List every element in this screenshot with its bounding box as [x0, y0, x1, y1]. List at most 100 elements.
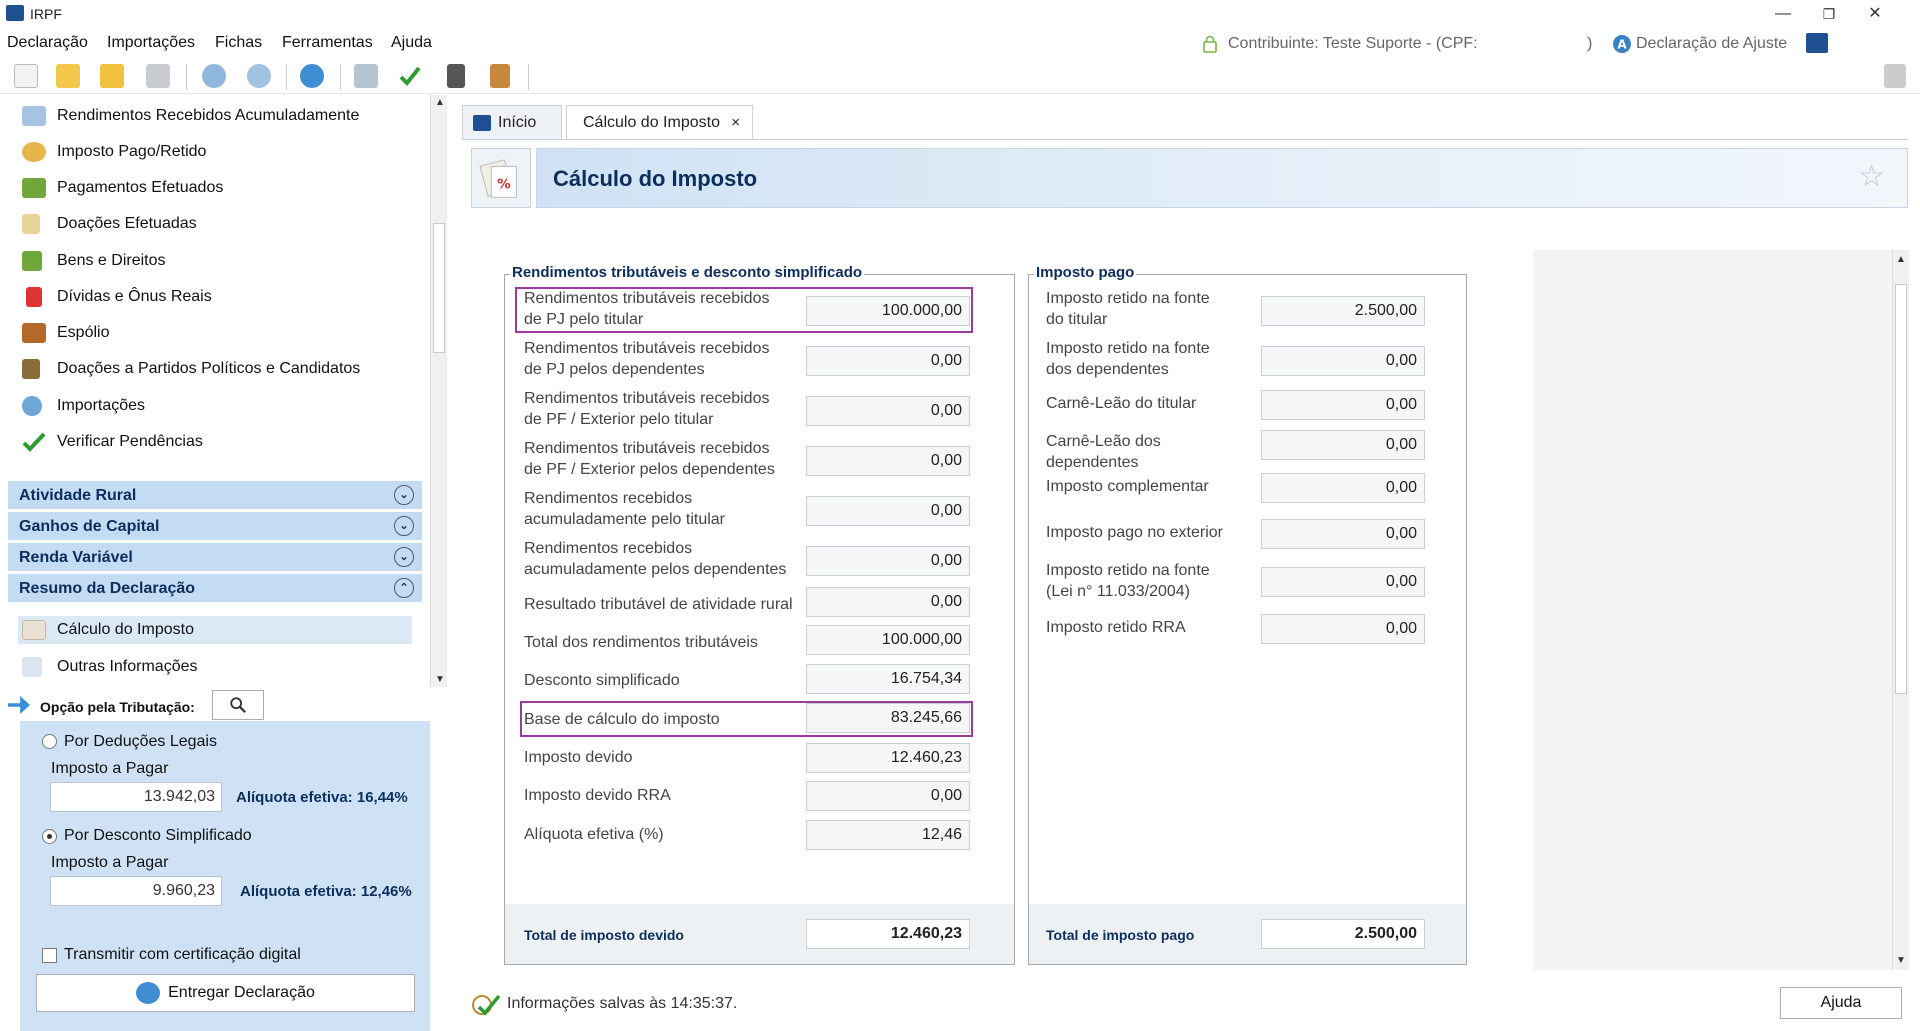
- radio-desconto-simplificado[interactable]: [42, 829, 57, 844]
- menu-ajuda[interactable]: Ajuda: [391, 34, 432, 51]
- group-renda-variavel[interactable]: Renda Variável ⌄: [8, 543, 422, 571]
- left-nav-scrollbar[interactable]: ▲ ▼: [430, 95, 447, 687]
- menu-fichas[interactable]: Fichas: [215, 34, 263, 51]
- nav-item[interactable]: Importações: [22, 392, 412, 420]
- imposto-pagar-label: Imposto a Pagar: [51, 760, 169, 777]
- menu-importacoes[interactable]: Importações: [107, 34, 196, 51]
- page-header: % Cálculo do Imposto ☆: [471, 148, 1908, 208]
- import-icon[interactable]: [202, 64, 226, 88]
- info-icon: [22, 657, 42, 677]
- rendimento-label: Rendimentos tributáveis recebidos de PJ p…: [524, 340, 770, 378]
- contribuinte-cpf-end: ): [1587, 35, 1593, 52]
- minimize-button[interactable]: —: [1775, 5, 1791, 22]
- nav-item-calculo-imposto[interactable]: Cálculo do Imposto: [18, 616, 412, 644]
- rendimento-value: 100.000,00: [806, 625, 970, 655]
- scroll-down-icon[interactable]: ▼: [1896, 955, 1906, 966]
- nav-item[interactable]: Bens e Direitos: [22, 247, 412, 275]
- deducoes-aliquota: Alíquota efetiva: 16,44%: [236, 789, 408, 806]
- tab-calculo-imposto[interactable]: Cálculo do Imposto ×: [566, 105, 753, 139]
- group-resumo-declaracao[interactable]: Resumo da Declaração ⌃: [8, 574, 422, 602]
- scroll-thumb[interactable]: [433, 223, 445, 353]
- rendimento-label: Imposto devido: [524, 749, 633, 766]
- menu-ferramentas[interactable]: Ferramentas: [282, 34, 373, 51]
- imposto-pago-value: 0,00: [1261, 567, 1425, 597]
- nav-item[interactable]: Espólio: [22, 319, 412, 347]
- print-icon[interactable]: [354, 64, 378, 88]
- rendimento-value: 0,00: [806, 587, 970, 617]
- search-button[interactable]: [212, 690, 264, 720]
- chevron-down-icon: ⌄: [394, 547, 414, 567]
- open-file-icon[interactable]: [56, 64, 80, 88]
- nav-item[interactable]: Dívidas e Ônus Reais: [22, 283, 412, 311]
- tax-calc-icon: %: [471, 148, 531, 208]
- nav-item[interactable]: Imposto Pago/Retido: [22, 138, 412, 166]
- scroll-up-icon[interactable]: ▲: [435, 97, 445, 108]
- title-bar: IRPF — ❐ ✕: [0, 0, 1920, 28]
- nav-item[interactable]: Rendimentos Recebidos Acumuladamente: [22, 102, 412, 130]
- status-text: Informações salvas às 14:35:37.: [507, 995, 738, 1012]
- rendimento-label: Rendimentos tributáveis recebidos de PF /…: [524, 390, 770, 428]
- rendimento-label: Rendimentos recebidos acumuladamente pelo…: [524, 490, 726, 528]
- globe-icon[interactable]: [300, 64, 324, 88]
- rendimento-value: 0,00: [806, 396, 970, 426]
- rendimento-label: Total dos rendimentos tributáveis: [524, 634, 758, 651]
- imposto-pago-value: 0,00: [1261, 346, 1425, 376]
- trash-icon[interactable]: [146, 64, 170, 88]
- scroll-down-icon[interactable]: ▼: [435, 674, 445, 685]
- help-book-icon[interactable]: [490, 64, 510, 88]
- nav-item-outras-informacoes[interactable]: Outras Informações: [22, 653, 412, 681]
- nav-item[interactable]: Doações a Partidos Políticos e Candidato…: [22, 355, 412, 383]
- rendimento-value: 12,46: [806, 820, 970, 850]
- nav-item[interactable]: Pagamentos Efetuados: [22, 174, 412, 202]
- highlight-rendimentos-pj: [515, 287, 973, 333]
- home-icon: [473, 115, 491, 131]
- declaracao-icon: A: [1613, 35, 1631, 53]
- favorite-star-icon[interactable]: ☆: [1858, 160, 1885, 193]
- verify-check-icon[interactable]: [398, 64, 422, 88]
- restore-button[interactable]: ❐: [1822, 6, 1836, 22]
- rendimento-value: 0,00: [806, 546, 970, 576]
- left-navigation: Rendimentos Recebidos Acumuladamente Imp…: [0, 95, 430, 687]
- imposto-pago-value: 0,00: [1261, 430, 1425, 460]
- ajuda-button[interactable]: Ajuda: [1780, 987, 1902, 1019]
- folder-icon[interactable]: [100, 64, 124, 88]
- group-ganhos-capital[interactable]: Ganhos de Capital ⌄: [8, 512, 422, 540]
- imposto-pago-value: 0,00: [1261, 614, 1425, 644]
- nav-item[interactable]: Doações Efetuadas: [22, 210, 412, 238]
- nav-item[interactable]: Verificar Pendências: [22, 428, 412, 456]
- tab-close-icon[interactable]: ×: [731, 114, 740, 131]
- tab-inicio[interactable]: Início: [462, 105, 562, 139]
- lock-icon: [1203, 35, 1217, 53]
- check-icon: [22, 432, 46, 452]
- opcao-tributacao-panel: Opção pela Tributação: Por Deduções Lega…: [0, 688, 447, 1031]
- simplificado-valor: 9.960,23: [50, 876, 222, 906]
- chevron-down-icon: ⌄: [394, 516, 414, 536]
- scroll-thumb[interactable]: [1895, 284, 1907, 694]
- scroll-up-icon[interactable]: ▲: [1896, 254, 1906, 265]
- rendimento-value: 12.460,23: [806, 743, 970, 773]
- imposto-pago-value: 2.500,00: [1261, 296, 1425, 326]
- total-pago-value: 2.500,00: [1261, 919, 1425, 949]
- rendimento-value: 83.245,66: [806, 703, 970, 733]
- close-button[interactable]: ✕: [1868, 5, 1882, 22]
- rendimento-value: 0,00: [806, 346, 970, 376]
- transmitir-checkbox[interactable]: [42, 948, 57, 963]
- group-atividade-rural[interactable]: Atividade Rural ⌄: [8, 481, 422, 509]
- deducoes-label: Por Deduções Legais: [64, 733, 217, 750]
- exit-icon[interactable]: [1884, 64, 1906, 88]
- menu-declaracao[interactable]: Declaração: [7, 34, 88, 51]
- highlight-base-calculo: [520, 701, 973, 737]
- transmitir-label: Transmitir com certificação digital: [64, 946, 301, 963]
- rendimento-label: Base de cálculo do imposto: [524, 711, 720, 728]
- content-scrollbar[interactable]: ▲ ▼: [1892, 250, 1909, 970]
- imposto-pagar-label: Imposto a Pagar: [51, 854, 169, 871]
- rendimento-value: 0,00: [806, 781, 970, 811]
- saved-check-icon: [472, 994, 501, 1016]
- entregar-declaracao-button[interactable]: Entregar Declaração: [36, 974, 415, 1012]
- new-file-icon[interactable]: [14, 64, 38, 88]
- imposto-pago-legend: Imposto pago: [1034, 264, 1137, 281]
- svg-text:A: A: [1617, 38, 1627, 52]
- export-icon[interactable]: [247, 64, 271, 88]
- calculator-icon[interactable]: [447, 64, 465, 88]
- radio-deducoes-legais[interactable]: [42, 734, 57, 749]
